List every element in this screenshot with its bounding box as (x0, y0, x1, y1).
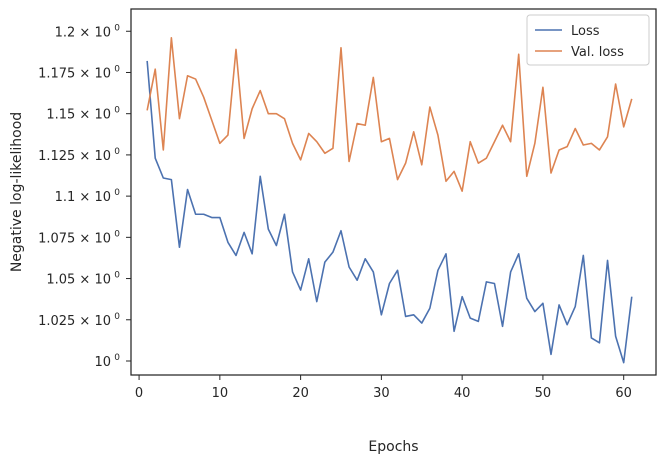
series-line-val-loss (146, 37, 633, 192)
axes-frame (130, 8, 657, 376)
legend-label: Val. loss (571, 45, 624, 60)
y-tick-label: 10 (94, 355, 111, 370)
x-tick-label: 20 (292, 386, 309, 401)
legend-label: Loss (571, 24, 600, 39)
x-axis-ticks: 0 10 20 30 40 50 60 (135, 375, 632, 401)
legend-box (526, 14, 650, 66)
y-tick-exponent: 0 (114, 271, 120, 281)
x-tick-label: 0 (135, 386, 143, 401)
x-tick-label: 60 (615, 386, 632, 401)
y-tick-label: 1.1 × 10 (55, 190, 111, 205)
x-tick-label: 40 (454, 386, 471, 401)
y-tick-exponent: 0 (114, 106, 120, 116)
x-axis-label: Epochs (368, 439, 418, 455)
series-lines (146, 37, 633, 364)
x-tick-label: 50 (535, 386, 552, 401)
y-tick-exponent: 0 (114, 23, 120, 33)
y-tick-exponent: 0 (114, 353, 120, 363)
series-line-loss (146, 60, 633, 364)
legend: Loss Val. loss (526, 14, 650, 66)
y-tick-label: 1.15 × 10 (46, 108, 111, 123)
y-tick-label: 1.125 × 10 (38, 149, 111, 164)
y-tick-exponent: 0 (114, 147, 120, 157)
y-tick-exponent: 0 (114, 229, 120, 239)
y-tick-label: 1.2 × 10 (55, 25, 111, 40)
y-tick-exponent: 0 (114, 312, 120, 322)
y-tick-label: 1.075 × 10 (38, 231, 111, 246)
y-tick-exponent: 0 (114, 188, 120, 198)
y-axis-label: Negative log-likelihood (9, 112, 25, 272)
y-tick-label: 1.05 × 10 (46, 273, 111, 288)
y-axis-ticks: 10 01.025 × 10 01.05 × 10 01.075 × 10 01.1 ×… (38, 23, 131, 370)
y-tick-label: 1.025 × 10 (38, 314, 111, 329)
x-tick-label: 10 (212, 386, 229, 401)
x-tick-label: 30 (373, 386, 390, 401)
y-tick-label: 1.175 × 10 (38, 66, 111, 81)
y-tick-exponent: 0 (114, 64, 120, 74)
